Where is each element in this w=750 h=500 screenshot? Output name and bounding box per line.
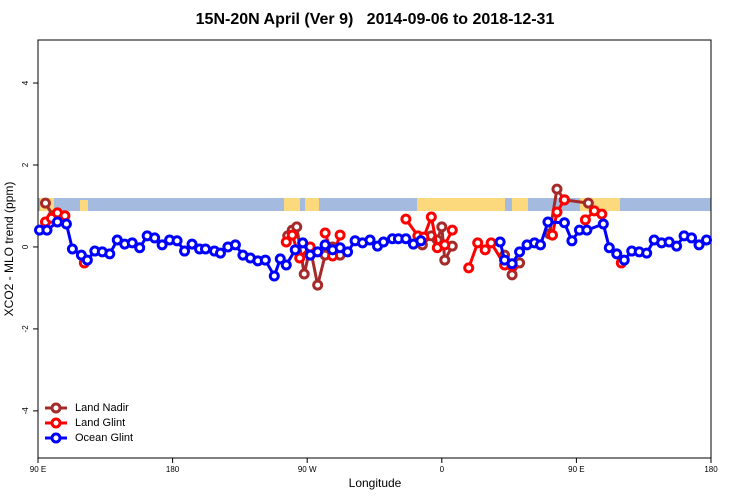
series-point <box>268 270 280 282</box>
series-point <box>514 246 526 258</box>
series-point <box>566 235 578 247</box>
series-point <box>364 234 376 246</box>
series-point <box>439 254 451 266</box>
series-point <box>319 239 331 251</box>
series-point <box>41 224 53 236</box>
series-point <box>156 239 168 251</box>
series-point <box>641 247 653 259</box>
series-point <box>579 214 591 226</box>
series-point <box>463 262 475 274</box>
series-point <box>701 234 713 246</box>
series-point <box>171 235 183 247</box>
series-point <box>546 229 558 241</box>
series-point <box>312 279 324 291</box>
legend-marker <box>50 402 62 414</box>
series-point <box>597 218 609 230</box>
x-axis-label: Longitude <box>349 476 402 490</box>
series-point <box>506 269 518 281</box>
series-point <box>693 239 705 251</box>
series-point <box>535 239 547 251</box>
legend-marker <box>50 432 62 444</box>
legend-label: Land Nadir <box>75 402 129 414</box>
series-point <box>66 243 78 255</box>
series-point <box>582 197 594 209</box>
series-point <box>342 246 354 258</box>
series-point <box>558 194 570 206</box>
legend-label: Ocean Glint <box>75 432 133 444</box>
map-band <box>38 198 711 211</box>
series-point <box>551 183 563 195</box>
series-point <box>446 224 458 236</box>
series-point <box>298 268 310 280</box>
y-axis-label: XCO2 - MLO trend (ppm) <box>2 182 16 317</box>
series-point <box>134 242 146 254</box>
series-point <box>289 244 301 256</box>
series-point <box>485 237 497 249</box>
y-tick-label: -4 <box>21 407 30 415</box>
series-point <box>472 237 484 249</box>
legend-label: Land Glint <box>75 417 125 429</box>
series-point <box>551 206 563 218</box>
series-point <box>506 258 518 270</box>
series-point <box>149 232 161 244</box>
x-tick-label: 0 <box>440 465 445 474</box>
series-point <box>400 233 412 245</box>
series-point <box>603 242 615 254</box>
series-point <box>436 221 448 233</box>
y-tick-label: -2 <box>21 325 30 333</box>
series-point <box>671 240 683 252</box>
series-point <box>611 248 623 260</box>
series-point <box>59 210 71 222</box>
series-point <box>686 232 698 244</box>
x-tick-label: 180 <box>166 465 180 474</box>
series-point <box>39 197 51 209</box>
chart-title: 15N-20N April (Ver 9) 2014-09-06 to 2018… <box>196 11 555 28</box>
x-tick-label: 180 <box>704 465 718 474</box>
series-point <box>596 208 608 220</box>
series-point <box>494 236 506 248</box>
series-point <box>479 244 491 256</box>
series-point <box>81 254 93 266</box>
series-point <box>581 224 593 236</box>
series-point <box>280 259 292 271</box>
series-point <box>280 236 292 248</box>
y-tick-label: 2 <box>21 162 30 167</box>
series-point <box>542 216 554 228</box>
y-tick-label: 0 <box>21 244 30 249</box>
series-point <box>186 238 198 250</box>
series-point <box>200 243 212 255</box>
series-point <box>214 247 226 259</box>
series-point <box>334 229 346 241</box>
series-point <box>415 235 427 247</box>
series-point <box>400 213 412 225</box>
series-point <box>179 245 191 257</box>
series-point <box>51 216 63 228</box>
x-tick-label: 90 E <box>568 465 584 474</box>
series-point <box>104 248 116 260</box>
series-point <box>60 218 72 230</box>
plot-frame <box>37 39 712 459</box>
series-point <box>274 253 286 265</box>
series-point <box>319 227 331 239</box>
series-point <box>558 217 570 229</box>
series-point <box>286 229 298 241</box>
series-point <box>618 254 630 266</box>
series-point <box>425 211 437 223</box>
series-point <box>312 246 324 258</box>
series-point <box>294 252 306 264</box>
series-point <box>377 236 389 248</box>
y-tick-label: 4 <box>21 80 30 85</box>
series-point <box>439 239 451 251</box>
series-point <box>259 254 271 266</box>
x-tick-label: 90 W <box>298 465 317 474</box>
series-point <box>126 237 138 249</box>
series-point <box>297 237 309 249</box>
series-point <box>229 239 241 251</box>
legend-marker <box>50 417 62 429</box>
series-point <box>291 221 303 233</box>
x-tick-label: 90 E <box>30 465 46 474</box>
